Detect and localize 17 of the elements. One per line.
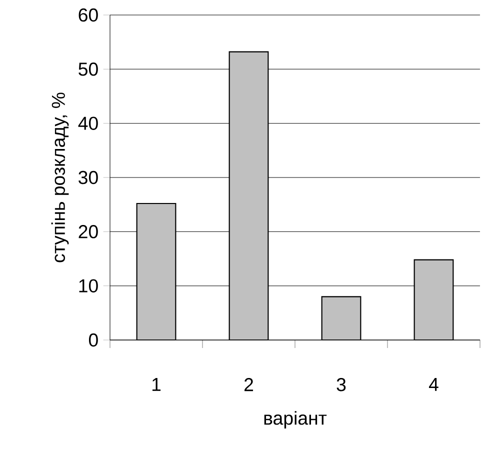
- x-axis-title: варіант: [264, 411, 327, 428]
- x-tick-label: 3: [336, 378, 346, 392]
- bar: [228, 51, 269, 340]
- bar: [414, 259, 454, 340]
- y-tick-label: 10: [79, 279, 98, 292]
- x-tick-label: 1: [152, 378, 161, 391]
- y-tick-label: 0: [88, 333, 98, 347]
- y-axis-title: ступінь розкладу, %: [51, 92, 69, 262]
- y-tick-label: 50: [78, 62, 98, 76]
- x-tick-label: 2: [244, 378, 254, 392]
- y-tick-label: 30: [78, 170, 98, 184]
- bar: [321, 296, 362, 340]
- y-tick-label: 20: [78, 225, 98, 238]
- y-tick-label: 60: [78, 8, 98, 22]
- x-tick-label: 4: [428, 378, 438, 391]
- bar: [136, 202, 176, 340]
- y-tick-label: 40: [78, 116, 98, 130]
